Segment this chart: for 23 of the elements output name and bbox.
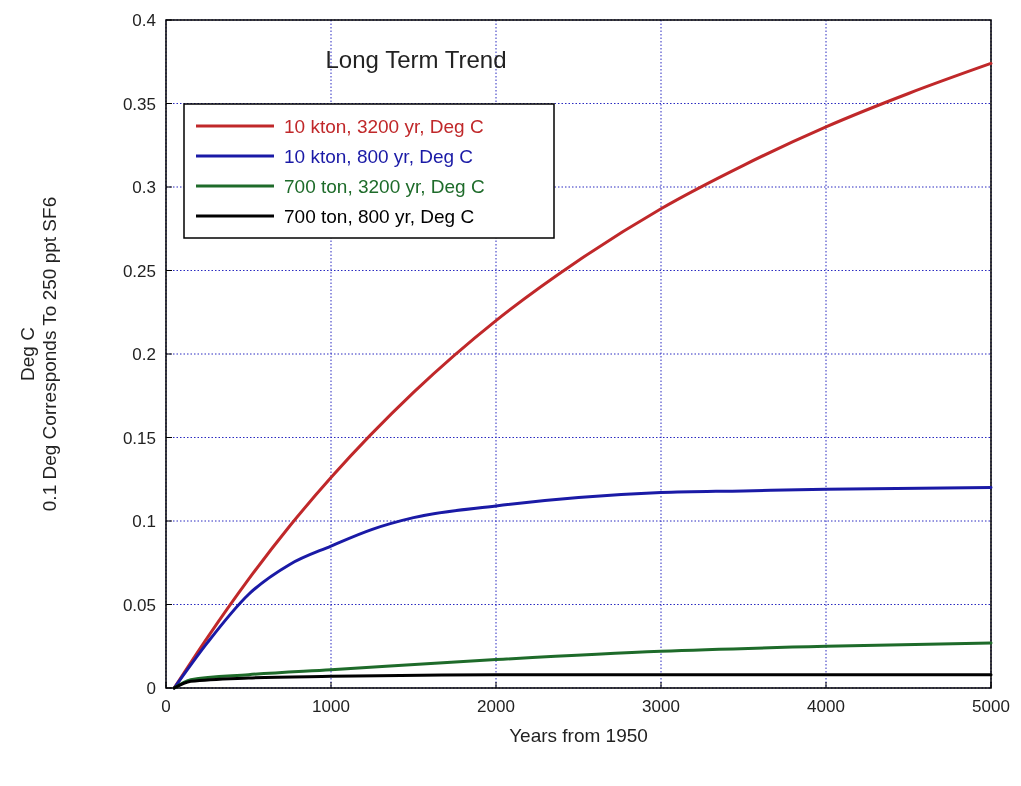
- legend-label: 10 kton, 800 yr, Deg C: [284, 146, 474, 167]
- x-tick-label: 1000: [312, 697, 350, 716]
- y-tick-label: 0.35: [122, 94, 156, 114]
- legend-label: 700 ton, 800 yr, Deg C: [284, 206, 475, 227]
- y-tick-label: 0.1: [132, 512, 156, 531]
- x-tick-label: 2000: [477, 697, 515, 716]
- x-axis-title: Years from 1950: [509, 725, 648, 746]
- x-tick-label: 5000: [972, 697, 1010, 716]
- text: Long Term Trend: [325, 46, 507, 73]
- x-tick-label: 3000: [642, 697, 680, 716]
- x-tick-label: 0: [161, 697, 171, 716]
- line-series: [172, 486, 993, 690]
- legend-label: 10 kton, 3200 yr, Deg C: [284, 116, 484, 137]
- legend-label: 700 ton, 3200 yr, Deg C: [284, 176, 485, 197]
- y-tick-label: 0.3: [132, 178, 156, 197]
- y-tick-label: 0.05: [122, 595, 156, 615]
- x-tick-label: 4000: [807, 697, 845, 716]
- y-axis-title: Deg C 0.1 Deg Corresponds To 250 ppt SF6: [17, 196, 60, 512]
- y-tick-label: 0.2: [132, 345, 156, 364]
- y-tick-label: 0.25: [122, 261, 156, 281]
- y-tick-label: 0.15: [122, 428, 156, 448]
- y-tick-label: 0.4: [132, 11, 156, 30]
- y-tick-label: 0: [146, 679, 156, 698]
